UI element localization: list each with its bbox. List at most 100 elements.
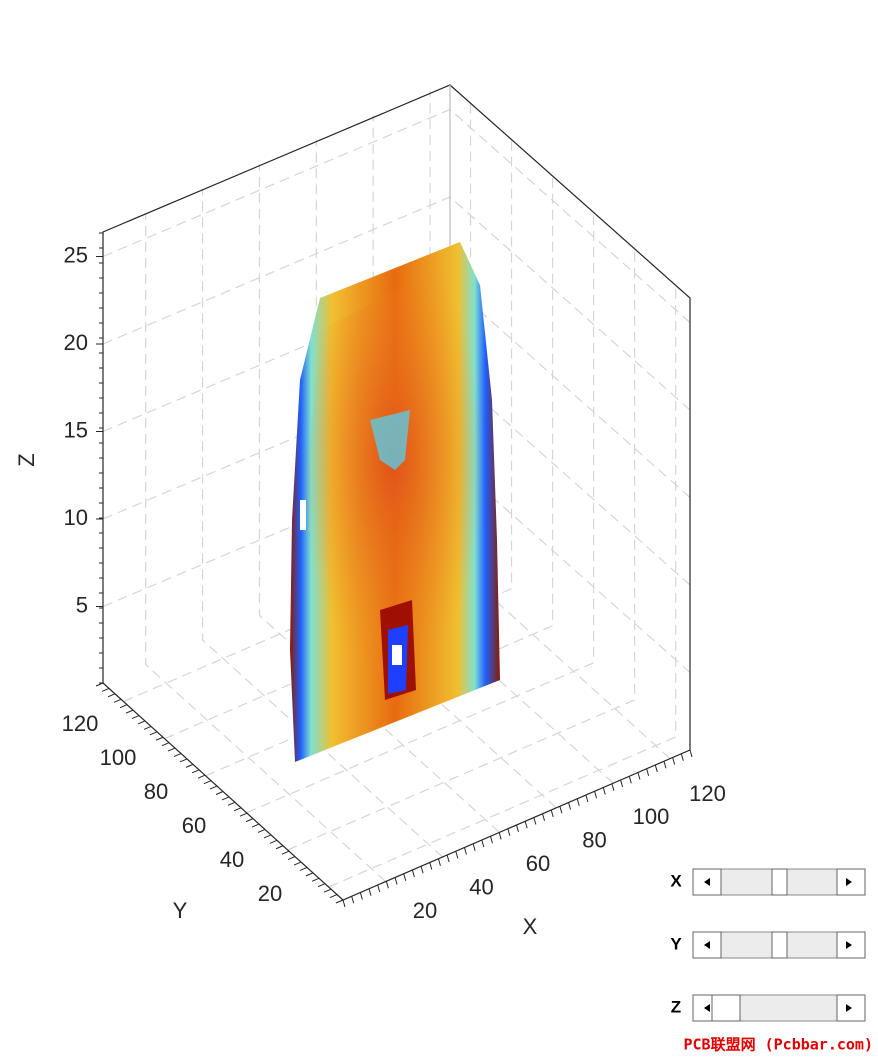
slider[interactable]: Y: [670, 931, 866, 959]
x-tick-label: 100: [633, 804, 670, 829]
minor-tick: [323, 888, 332, 893]
minor-tick: [311, 877, 320, 882]
minor-tick: [463, 847, 467, 855]
minor-tick: [550, 809, 554, 818]
slider-label: X: [670, 871, 682, 890]
minor-tick: [342, 899, 346, 908]
minor-tick: [185, 763, 194, 768]
y-axis-label: Y: [173, 898, 188, 923]
minor-tick: [233, 807, 242, 812]
arrow-right: [846, 941, 852, 949]
minor-tick: [602, 787, 606, 795]
minor-tick: [269, 839, 278, 844]
grid-line: [328, 287, 677, 888]
minor-tick: [351, 896, 355, 904]
minor-tick: [403, 873, 407, 881]
minor-tick: [149, 731, 158, 736]
minor-tick: [498, 832, 502, 840]
z-tick-label: 5: [76, 592, 88, 617]
minor-tick: [173, 753, 182, 757]
x-tick-label: 60: [526, 851, 550, 876]
slider-label: Y: [670, 934, 682, 953]
slider[interactable]: X: [670, 868, 866, 896]
sliders: X Y Z: [670, 868, 866, 1022]
minor-tick: [611, 783, 615, 791]
y-tick-label: 40: [220, 847, 244, 872]
minor-tick: [155, 736, 164, 741]
z-axis-label: Z: [14, 453, 39, 466]
y-tick-label: 100: [100, 745, 137, 770]
grid-line: [164, 138, 513, 740]
x-tick-label: 20: [413, 898, 437, 923]
minor-tick: [275, 845, 284, 850]
minor-tick: [137, 720, 146, 725]
minor-tick: [305, 872, 314, 877]
slider[interactable]: Z: [671, 994, 866, 1022]
y-tick-label: 80: [144, 779, 168, 804]
minor-tick: [257, 829, 266, 833]
minor-tick: [524, 821, 528, 829]
minor-tick: [131, 715, 140, 720]
minor-tick: [335, 899, 344, 904]
minor-tick: [143, 725, 152, 730]
minor-tick: [179, 758, 188, 763]
z-tick-label: 15: [64, 417, 88, 442]
minor-tick: [663, 761, 667, 769]
minor-tick: [299, 866, 308, 871]
minor-tick: [646, 768, 650, 776]
slider-thumb[interactable]: [771, 931, 788, 959]
minor-tick: [287, 856, 296, 861]
minor-tick: [209, 785, 218, 790]
minor-tick: [385, 881, 389, 889]
minor-tick: [359, 892, 363, 900]
minor-tick: [119, 704, 128, 709]
minor-tick: [628, 776, 632, 784]
grid-line: [145, 213, 387, 883]
grid-line: [258, 164, 500, 833]
minor-tick: [420, 866, 424, 874]
x-tick-label: 120: [689, 781, 726, 806]
minor-tick: [411, 869, 415, 878]
z-tick-label: 20: [64, 330, 88, 355]
z-tick-label: 10: [64, 505, 88, 530]
minor-tick: [437, 858, 441, 866]
minor-tick: [689, 749, 693, 758]
minor-tick: [429, 862, 433, 870]
minor-tick: [542, 813, 546, 821]
minor-tick: [620, 779, 624, 788]
minor-tick: [576, 798, 580, 806]
slider-right-button[interactable]: [836, 868, 866, 896]
minor-tick: [125, 709, 134, 714]
minor-tick: [293, 861, 302, 866]
grid-line: [123, 101, 472, 703]
grid-line: [287, 249, 636, 851]
minor-tick: [594, 791, 598, 799]
y-tick-label: 120: [62, 711, 99, 736]
minor-tick: [489, 836, 493, 844]
minor-tick: [533, 817, 537, 825]
x-axis-label: X: [523, 914, 538, 939]
minor-tick: [101, 687, 110, 692]
minor-tick: [107, 693, 116, 698]
image-slice: [290, 242, 500, 762]
minor-tick: [281, 850, 290, 855]
y-tick-label: 60: [182, 813, 206, 838]
minor-tick: [455, 851, 459, 859]
arrow-right: [846, 1004, 852, 1012]
minor-tick: [672, 757, 676, 765]
z-tick-label: 25: [64, 242, 88, 267]
grid-line: [246, 212, 595, 814]
arrow-left: [704, 941, 710, 949]
minor-tick: [472, 843, 476, 851]
minor-tick: [446, 854, 450, 863]
slider-thumb[interactable]: [771, 868, 788, 896]
minor-tick: [227, 801, 236, 806]
minor-tick: [585, 794, 589, 803]
grid-line: [205, 175, 554, 777]
minor-tick: [197, 774, 206, 779]
minor-tick: [245, 818, 254, 823]
slider-thumb[interactable]: [711, 994, 741, 1022]
minor-tick: [516, 824, 519, 833]
minor-tick: [263, 834, 272, 839]
minor-tick: [251, 823, 260, 828]
